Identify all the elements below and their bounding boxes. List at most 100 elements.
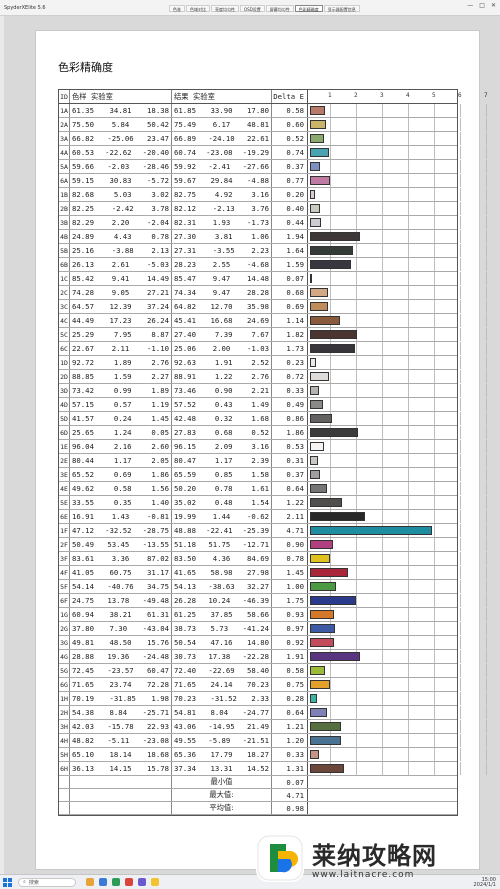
gridline bbox=[460, 538, 461, 551]
gridline bbox=[434, 650, 435, 663]
gridline bbox=[460, 748, 461, 761]
app-icon-3[interactable] bbox=[112, 878, 120, 886]
result-value: 0.90 bbox=[214, 386, 233, 395]
header-sample: 色样 实验室 bbox=[70, 90, 172, 103]
windows-start-icon[interactable] bbox=[3, 877, 12, 887]
result-lab: 37.34 13.31 14.52 bbox=[172, 762, 272, 775]
gridline bbox=[330, 118, 331, 131]
delta-e-bar-cell bbox=[308, 244, 487, 257]
sample-lab: 92.72 1.89 2.76 bbox=[70, 356, 172, 369]
result-lab: 75.49 6.17 48.81 bbox=[172, 118, 272, 131]
gridline bbox=[408, 622, 409, 635]
gridline bbox=[330, 202, 331, 215]
sample-value: 25.65 bbox=[72, 428, 94, 437]
delta-e-bar-cell bbox=[308, 342, 487, 355]
tab-3[interactable]: 亮度均匀性 bbox=[211, 5, 239, 12]
sample-value: 0.35 bbox=[113, 498, 132, 507]
app-icon-2[interactable] bbox=[99, 878, 107, 886]
gridline bbox=[460, 258, 461, 271]
gridline bbox=[330, 272, 331, 285]
table-row: 5D 41.57 0.24 1.45 42.48 0.32 1.68 0.86 bbox=[59, 412, 487, 426]
delta-e-bar-cell bbox=[308, 720, 487, 733]
tab-6[interactable]: 色彩精确度 bbox=[294, 5, 323, 12]
delta-e-bar bbox=[310, 134, 324, 143]
app-icon-5[interactable] bbox=[138, 878, 146, 886]
result-value: -2.41 bbox=[208, 162, 231, 171]
sample-value: 9.41 bbox=[111, 274, 130, 283]
minimize-icon[interactable]: — bbox=[467, 2, 474, 9]
delta-e-bar-cell bbox=[308, 594, 487, 607]
gridline bbox=[460, 510, 461, 523]
table-row: 6G 71.65 23.74 72.28 71.65 24.14 70.23 0.75 bbox=[59, 678, 487, 692]
result-value: 1.58 bbox=[251, 470, 269, 479]
patch-id: 1G bbox=[59, 608, 70, 621]
result-lab: 80.47 1.17 2.39 bbox=[172, 454, 272, 467]
header-delta-e: Delta E bbox=[272, 90, 308, 103]
table-row: 3E 65.52 0.69 1.86 65.59 0.85 1.58 0.37 bbox=[59, 468, 487, 482]
taskbar-search[interactable]: ⌕ 搜索 bbox=[18, 877, 76, 887]
result-value: 71.65 bbox=[174, 680, 196, 689]
app-icon-1[interactable] bbox=[86, 878, 94, 886]
tab-7[interactable]: 显示器配置信息 bbox=[323, 5, 360, 12]
delta-e-bar-cell bbox=[308, 230, 487, 243]
sample-value: 92.72 bbox=[72, 358, 94, 367]
gridline bbox=[486, 342, 487, 355]
tab-1[interactable]: 色准 bbox=[169, 5, 185, 12]
app-icon-4[interactable] bbox=[125, 878, 133, 886]
result-lab: 96.15 2.09 3.16 bbox=[172, 440, 272, 453]
gridline bbox=[382, 678, 383, 691]
delta-e-value: 0.58 bbox=[272, 664, 308, 677]
delta-e-bar bbox=[310, 246, 353, 255]
gridline bbox=[460, 314, 461, 327]
sample-value: 66.82 bbox=[72, 134, 94, 143]
patch-id: 1A bbox=[59, 104, 70, 117]
result-value: 75.49 bbox=[174, 120, 196, 129]
gridline bbox=[460, 608, 461, 621]
sample-value: 64.57 bbox=[72, 302, 94, 311]
result-lab: 82.12 -2.13 3.76 bbox=[172, 202, 272, 215]
sample-lab: 59.66 -2.03 -28.46 bbox=[70, 160, 172, 173]
gridline bbox=[356, 636, 357, 649]
gridline bbox=[486, 692, 487, 705]
sample-value: -5.11 bbox=[107, 736, 130, 745]
gridline bbox=[486, 482, 487, 495]
table-header: ID 色样 实验室 结果 实验室 Delta E 1 2 3 4 5 6 7 bbox=[59, 90, 488, 104]
gridline bbox=[460, 244, 461, 257]
app-icon-6[interactable] bbox=[151, 878, 159, 886]
gridline bbox=[356, 454, 357, 467]
result-value: 2.39 bbox=[251, 456, 269, 465]
table-row: 4D 57.15 0.57 1.19 57.52 0.43 1.49 0.49 bbox=[59, 398, 487, 412]
result-value: -27.66 bbox=[242, 162, 269, 171]
sample-lab: 85.42 9.41 14.49 bbox=[70, 272, 172, 285]
gridline bbox=[434, 734, 435, 747]
system-tray[interactable]: 15:00 2024/1/1 bbox=[474, 878, 496, 888]
delta-e-bar-cell bbox=[308, 468, 487, 481]
tab-5[interactable]: 屏幕均匀性 bbox=[265, 5, 294, 12]
gridline bbox=[408, 608, 409, 621]
gridline bbox=[356, 132, 357, 145]
delta-e-value: 0.60 bbox=[272, 118, 308, 131]
sample-value: 3.02 bbox=[151, 190, 169, 199]
gridline bbox=[382, 300, 383, 313]
close-icon[interactable]: ✕ bbox=[490, 2, 496, 9]
sample-value: 59.66 bbox=[72, 162, 94, 171]
result-value: 50.54 bbox=[174, 638, 196, 647]
result-value: 14.80 bbox=[247, 638, 269, 647]
gridline bbox=[434, 384, 435, 397]
sample-value: -43.04 bbox=[142, 624, 169, 633]
delta-e-bar-cell bbox=[308, 314, 487, 327]
maximize-icon[interactable]: □ bbox=[479, 2, 485, 9]
gridline bbox=[434, 594, 435, 607]
result-value: -1.73 bbox=[247, 218, 269, 227]
delta-e-bar bbox=[310, 498, 342, 507]
tab-2[interactable]: 色域对比 bbox=[186, 5, 210, 12]
result-value: 17.80 bbox=[247, 106, 269, 115]
result-value: 17.38 bbox=[208, 652, 231, 661]
patch-id: 1F bbox=[59, 524, 70, 537]
gridline bbox=[460, 202, 461, 215]
gridline bbox=[460, 580, 461, 593]
gridline bbox=[486, 146, 487, 159]
result-value: 1.91 bbox=[214, 358, 233, 367]
sample-value: 1.89 bbox=[113, 358, 132, 367]
tab-4[interactable]: OSD设置 bbox=[240, 5, 265, 12]
